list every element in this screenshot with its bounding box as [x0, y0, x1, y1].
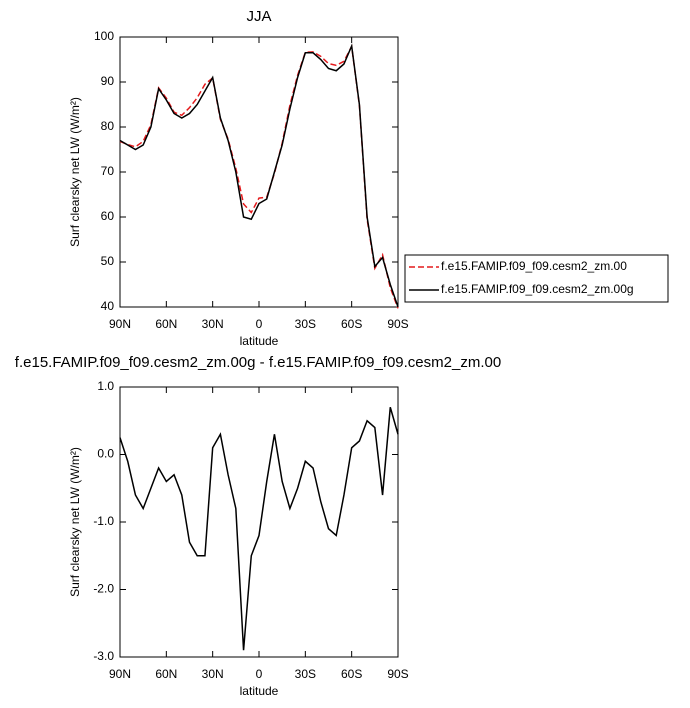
y-tick-label: 80 — [101, 119, 115, 133]
y-tick-label: 70 — [101, 164, 115, 178]
legend-label: f.e15.FAMIP.f09_f09.cesm2_zm.00 — [441, 259, 627, 273]
y-tick-label: 60 — [101, 209, 115, 223]
x-tick-label: 90S — [387, 317, 408, 331]
data-line — [119, 43, 399, 308]
y-tick-label: 40 — [101, 299, 115, 313]
y-axis-label: Surf clearsky net LW (W/m²) — [68, 97, 82, 247]
y-tick-label: 50 — [101, 254, 115, 268]
y-tick-label: -2.0 — [93, 582, 114, 596]
x-tick-label: 30S — [295, 667, 316, 681]
x-tick-label: 90N — [109, 667, 131, 681]
y-tick-label: -1.0 — [93, 514, 114, 528]
x-tick-label: 30N — [202, 667, 224, 681]
x-tick-label: 30N — [202, 317, 224, 331]
x-axis-label: latitude — [240, 684, 279, 698]
x-tick-label: 60N — [155, 317, 177, 331]
x-tick-label: 30S — [295, 317, 316, 331]
data-line — [119, 407, 399, 651]
x-axis-label: latitude — [240, 334, 279, 348]
chart-title: f.e15.FAMIP.f09_f09.cesm2_zm.00g - f.e15… — [15, 354, 501, 371]
y-tick-label: 90 — [101, 74, 115, 88]
x-tick-label: 60N — [155, 667, 177, 681]
y-tick-label: 1.0 — [97, 379, 114, 393]
y-tick-label: 100 — [94, 29, 114, 43]
legend-box — [404, 254, 669, 303]
y-tick-label: 0.0 — [97, 447, 114, 461]
x-tick-label: 60S — [341, 667, 362, 681]
y-tick-label: -3.0 — [93, 649, 114, 663]
x-tick-label: 0 — [256, 667, 263, 681]
legend-label: f.e15.FAMIP.f09_f09.cesm2_zm.00g — [441, 282, 634, 296]
x-tick-label: 0 — [256, 317, 263, 331]
plot-frame — [119, 386, 399, 658]
chart-title: JJA — [246, 8, 271, 25]
y-axis-label: Surf clearsky net LW (W/m²) — [68, 447, 82, 597]
x-tick-label: 90N — [109, 317, 131, 331]
x-tick-label: 60S — [341, 317, 362, 331]
x-tick-label: 90S — [387, 667, 408, 681]
